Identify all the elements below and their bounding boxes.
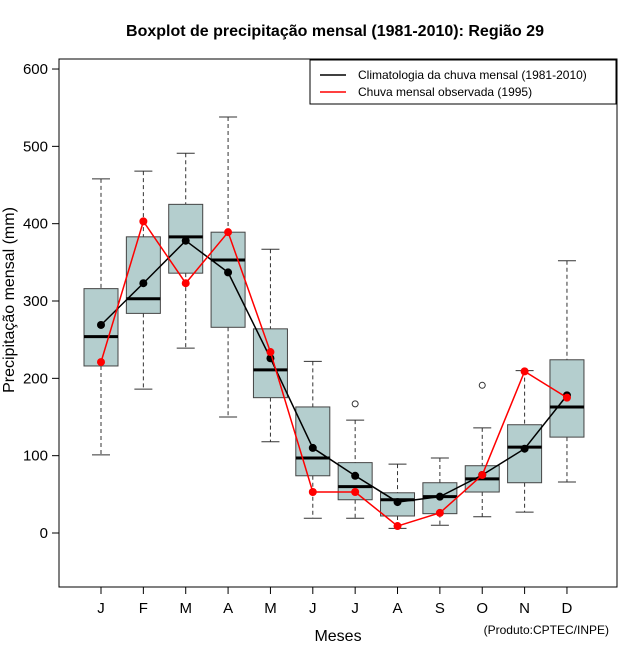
credit-text: (Produto:CPTEC/INPE) [484,623,609,637]
legend-label-observed: Chuva mensal observada (1995) [358,85,532,99]
climatology-point [351,471,360,480]
box [252,328,288,399]
climatology-point [393,498,402,507]
observed-point [435,508,444,517]
climatology-point [139,279,148,288]
x-tick-label: M [264,600,277,617]
climatology-point [181,236,190,245]
climatology-point [224,268,233,277]
climatology-point [435,492,444,501]
y-axis-label: Precipitação mensal (mm) [1,207,18,393]
x-tick-label: M [179,600,192,617]
observed-point [562,393,571,402]
y-tick-label: 500 [23,138,48,155]
x-axis-label: Meses [314,628,361,645]
observed-point [139,217,148,226]
legend: Climatologia da chuva mensal (1981-2010)… [309,59,617,105]
x-tick-label: J [309,600,317,617]
x-tick-label: J [351,600,359,617]
legend-label-climatology: Climatologia da chuva mensal (1981-2010) [358,68,587,82]
chart-title: Boxplot de precipitação mensal (1981-201… [126,23,544,40]
y-tick-label: 300 [23,293,48,310]
y-tick-label: 400 [23,216,48,233]
observed-point [181,279,190,288]
climatology-point [308,443,317,452]
observed-point [308,488,317,497]
box [295,406,331,477]
observed-point [97,358,105,367]
climatology-line [100,239,568,503]
legend-box [309,59,617,105]
x-tick-label: N [519,600,530,617]
box [125,236,161,314]
climatology-point [520,444,529,453]
y-tick-label: 600 [23,61,48,78]
x-tick-label: A [393,600,403,617]
y-tick-label: 100 [23,448,48,465]
x-tick-label: O [476,600,488,617]
observed-point [266,348,275,357]
plot-frame [58,58,618,588]
observed-point [224,228,233,237]
x-tick-label: J [97,600,105,617]
x-tick-label: S [435,600,445,617]
observed-point [520,367,529,376]
x-tick-label: F [139,600,148,617]
x-tick-label: D [562,600,573,617]
y-tick-label: 200 [23,370,48,387]
y-tick-label: 0 [40,525,48,542]
outlier-point [351,400,359,408]
observed-point [478,471,487,480]
outlier-point [478,381,486,389]
observed-point [393,522,402,531]
climatology-point [97,320,105,329]
observed-line [100,219,568,527]
observed-point [351,488,360,497]
x-tick-label: A [223,600,233,617]
box [210,231,246,328]
